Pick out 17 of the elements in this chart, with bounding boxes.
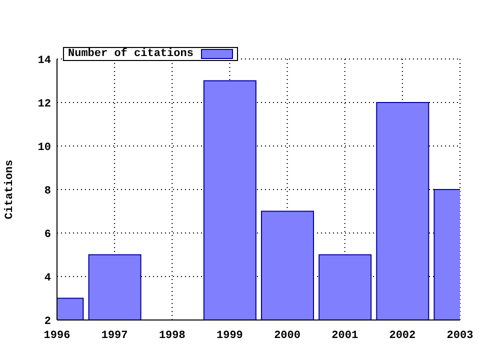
y-tick-label: 4 — [44, 272, 52, 284]
x-tick-label: 1996 — [44, 330, 70, 342]
x-tick-label: 1999 — [216, 330, 243, 342]
y-tick-label: 14 — [38, 54, 52, 67]
x-tick-label: 2002 — [389, 330, 416, 342]
x-tick-label: 2000 — [274, 330, 300, 342]
x-tick-label: 2001 — [332, 330, 358, 342]
y-tick-label: 12 — [38, 98, 51, 110]
y-tick-label: 2 — [44, 316, 51, 328]
legend-label: Number of citations — [68, 48, 194, 60]
x-tick-label: 1997 — [101, 330, 128, 342]
y-tick-label: 10 — [38, 142, 51, 154]
x-tick-label: 2003 — [446, 330, 474, 342]
x-tick-label: 1998 — [158, 330, 186, 342]
y-tick-label: 8 — [44, 185, 52, 198]
y-tick-label: 6 — [44, 228, 51, 241]
y-axis-title: Citations — [4, 160, 16, 220]
